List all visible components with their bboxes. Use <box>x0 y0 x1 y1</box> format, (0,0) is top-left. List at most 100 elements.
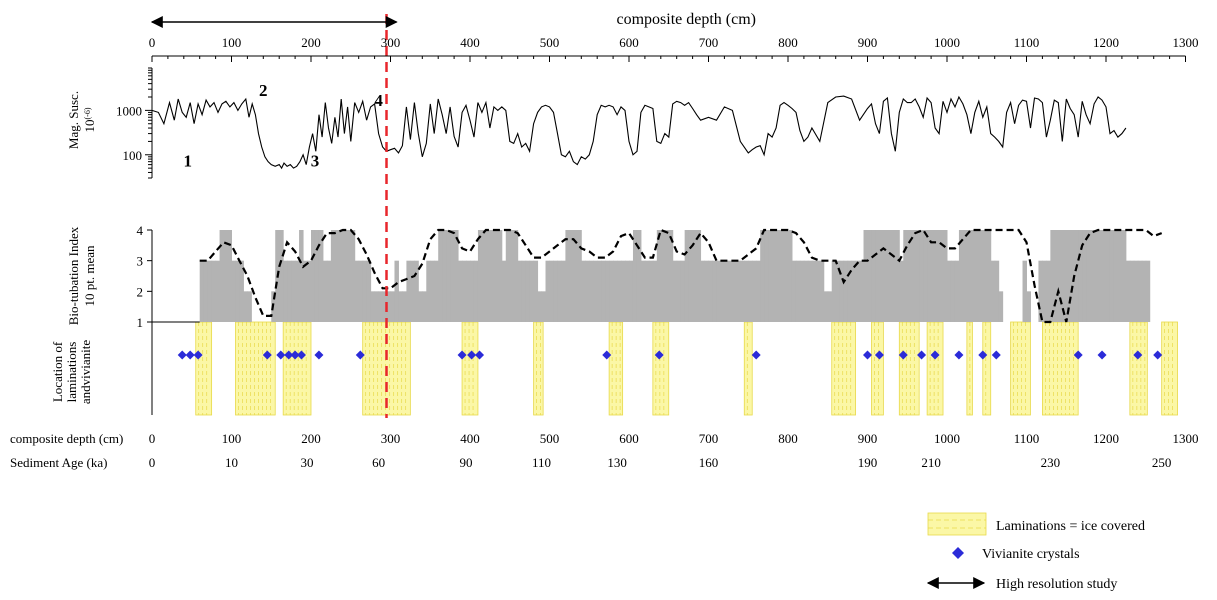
bioturbation-bar <box>358 260 364 322</box>
bioturbation-bar <box>227 230 232 322</box>
bioturbation-bar <box>704 260 709 322</box>
bioturbation-bar <box>585 260 590 322</box>
bioturbation-bar <box>446 230 451 322</box>
bioturbation-bar <box>931 230 936 322</box>
bottom-axis-tick-label: 300 <box>381 431 401 446</box>
bioturbation-bar <box>406 260 411 322</box>
lamination-band <box>1161 321 1178 416</box>
bioturbation-bar <box>597 260 602 322</box>
age-axis-tick-label: 60 <box>372 455 385 470</box>
bioturbation-bar <box>692 230 698 322</box>
lamination-band <box>235 321 276 416</box>
vivianite-diamond <box>262 350 272 360</box>
top-axis-tick-label: 1100 <box>1014 35 1040 50</box>
bioturbation-bar <box>780 230 785 322</box>
legend-lamination-swatch <box>927 512 987 536</box>
vivianite-diamond <box>467 350 477 360</box>
vivianite-diamond <box>185 350 195 360</box>
bioturbation-bar <box>788 230 793 322</box>
bioturbation-bar <box>370 291 376 322</box>
top-axis-tick-label: 200 <box>301 35 321 50</box>
bioturbation-bar <box>207 260 213 322</box>
top-axis-tick-label: 700 <box>699 35 719 50</box>
age-axis-tick-label: 210 <box>921 455 941 470</box>
vivianite-diamond <box>355 350 365 360</box>
bioturbation-bar <box>621 260 626 322</box>
bioturbation-ylabel-group: Bio-tubation Index 10 pt. mean <box>66 226 97 325</box>
bioturbation-bar <box>895 230 900 322</box>
bioturbation-bar <box>915 230 920 322</box>
vivianite-diamond <box>991 350 1001 360</box>
bioturbation-bar <box>919 230 924 322</box>
bioturbation-bar <box>1026 291 1031 322</box>
bottom-axis-tick-label: 1300 <box>1173 431 1199 446</box>
bioturbation-bar <box>839 260 845 322</box>
mag-susc-tick-label: 100 <box>123 148 143 163</box>
top-axis-tick-label: 100 <box>222 35 242 50</box>
bioturbation-bar <box>708 260 713 322</box>
bioturbation-bar <box>879 230 884 322</box>
bioturbation-bar <box>1062 230 1067 322</box>
bioturbation-bar <box>1066 230 1071 322</box>
bioturbation-bar <box>398 291 403 322</box>
mag-susc-ylabel-group: Mag. Susc. 10(-6) <box>66 91 97 149</box>
bioturbation-bar <box>899 260 904 322</box>
bioturbation-bar <box>617 260 622 322</box>
bioturbation-bar <box>430 260 435 322</box>
bioturbation-bar <box>223 230 229 322</box>
bottom-axis-tick-label: 1200 <box>1093 431 1119 446</box>
vivianite-diamond <box>602 350 612 360</box>
bioturbation-bar <box>529 260 535 322</box>
bioturbation-bar <box>668 230 674 322</box>
bioturbation-bar <box>664 230 670 322</box>
lamination-band <box>831 321 856 416</box>
bioturbation-bar <box>791 260 797 322</box>
bioturbation-bar <box>525 260 531 322</box>
bioturbation-bar <box>907 230 912 322</box>
mag-susc-annotation: 3 <box>311 151 320 170</box>
vivianite-diamond <box>954 350 964 360</box>
vivianite-diamond <box>1073 350 1083 360</box>
bioturbation-bar <box>875 230 880 322</box>
bioturbation-bar <box>648 260 654 322</box>
bioturbation-bar <box>342 230 348 322</box>
legend-vivianite-label: Vivianite crystals <box>982 547 1080 562</box>
age-axis-tick-label: 110 <box>532 455 551 470</box>
bottom-axis-tick-label: 600 <box>619 431 639 446</box>
bioturbation-bar <box>1078 230 1083 322</box>
bioturbation-bar <box>990 260 996 322</box>
bioturbation-bar <box>303 260 308 322</box>
bottom-axis-label: composite depth (cm) <box>10 431 123 446</box>
bioturbation-bar <box>871 230 876 322</box>
bioturbation-bar <box>1133 260 1139 322</box>
bioturbation-bar <box>366 260 372 322</box>
bioturbation-tick-label: 3 <box>137 254 144 269</box>
vivianite-diamond <box>898 350 908 360</box>
bioturbation-bar <box>314 230 320 322</box>
laminations-ylabel2: laminations <box>64 342 79 403</box>
vivianite-diamond <box>654 350 664 360</box>
bioturbation-bar <box>485 230 491 322</box>
vivianite-diamond <box>917 350 927 360</box>
bioturbation-tick-label: 4 <box>137 223 144 238</box>
bioturbation-bar <box>736 260 741 322</box>
bioturbation-bar <box>863 230 868 322</box>
bioturbation-bar <box>1058 230 1063 322</box>
top-axis-tick-label: 600 <box>619 35 639 50</box>
laminations-ylabel-group: Location of laminations andvivianite <box>50 340 93 404</box>
vivianite-diamond <box>978 350 988 360</box>
bioturbation-bar <box>605 260 610 322</box>
age-axis-tick-label: 160 <box>699 455 719 470</box>
age-axis-tick-label: 130 <box>607 455 627 470</box>
bioturbation-bar <box>903 230 908 322</box>
age-axis-tick-label: 30 <box>301 455 314 470</box>
bioturbation-bar <box>768 230 773 322</box>
age-axis-tick-label: 230 <box>1041 455 1061 470</box>
bioturbation-bar <box>815 260 821 322</box>
bioturbation-bar <box>1145 260 1151 322</box>
bioturbation-bar <box>609 260 614 322</box>
bioturbation-bar <box>911 230 916 322</box>
bottom-axis-tick-label: 1000 <box>934 431 960 446</box>
bioturbation-tick-label: 1 <box>137 315 144 330</box>
bioturbation-bar <box>629 260 634 322</box>
